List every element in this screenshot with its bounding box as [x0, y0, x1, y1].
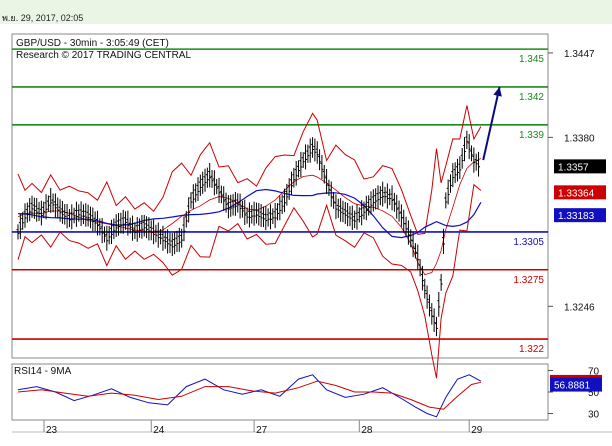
rsi-tag-box — [550, 377, 602, 392]
price-tag-box — [554, 159, 606, 174]
rsi-tick-label: 70 — [588, 366, 600, 377]
price-tag-label: 1.33183 — [558, 211, 595, 222]
x-tick-label: 23 — [46, 425, 58, 436]
forecast-arrow-shaft — [482, 86, 501, 161]
price-tag-box — [554, 185, 606, 200]
x-tick-label: 24 — [153, 425, 165, 436]
rsi-title: RSI14 - 9MA — [14, 366, 72, 377]
forecast-arrow-head — [493, 86, 502, 97]
x-tick-label: 28 — [361, 425, 373, 436]
y-tick-label: 1.3380 — [564, 133, 595, 144]
y-tick-label: 1.3447 — [564, 49, 595, 60]
level-label: 1.3305 — [513, 237, 544, 248]
y-tick-label: 1.3246 — [564, 302, 595, 313]
datetime-text: พ.ย. 29, 2017, 02:05 — [2, 13, 84, 23]
level-label: 1.322 — [519, 344, 544, 355]
x-tick-label: 29 — [471, 425, 483, 436]
rsi-tick-label: 50 — [588, 388, 600, 399]
rsi-series-line — [17, 374, 482, 418]
datetime-bar: พ.ย. 29, 2017, 02:05 — [0, 0, 612, 24]
price-tag-label: 1.3357 — [558, 162, 589, 173]
rsi-series-line — [17, 380, 482, 410]
rsi-tag-label: 56.8881 — [554, 381, 591, 392]
x-tick-label: 27 — [256, 425, 268, 436]
price-tag-label: 1.33364 — [558, 188, 595, 199]
bollinger-upper — [17, 105, 482, 235]
level-label: 1.342 — [519, 92, 544, 103]
level-label: 1.339 — [519, 130, 544, 141]
chart-title: GBP/USD - 30min - 3:05:49 (CET) — [16, 38, 169, 49]
bollinger-lower — [17, 183, 482, 379]
level-label: 1.345 — [519, 54, 544, 65]
chart-subtitle: Research © 2017 TRADING CENTRAL — [16, 50, 191, 61]
rsi-tick-label: 30 — [588, 410, 600, 421]
level-label: 1.3275 — [513, 275, 544, 286]
price-tag-box — [554, 208, 606, 223]
